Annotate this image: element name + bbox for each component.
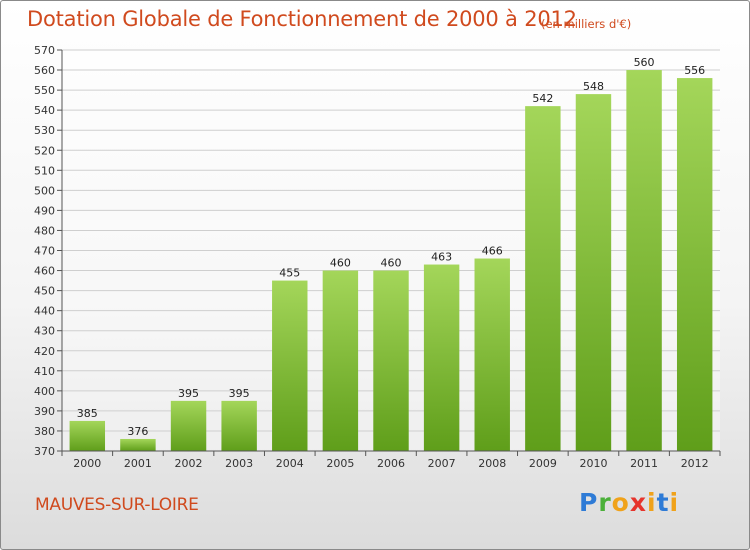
y-tick-label: 520: [34, 144, 55, 157]
data-label: 556: [684, 64, 705, 77]
x-tick-label: 2004: [276, 457, 304, 470]
bar: [575, 94, 612, 452]
y-tick-label: 430: [34, 325, 55, 338]
bar: [423, 264, 460, 451]
data-label: 460: [330, 257, 351, 270]
proxiti-logo: Proxiti: [579, 488, 679, 517]
x-tick-label: 2002: [175, 457, 203, 470]
logo-letter: P: [579, 488, 599, 517]
unit-label: (en milliers d'€): [541, 17, 632, 31]
bar: [221, 400, 257, 451]
y-tick-label: 470: [34, 245, 55, 258]
logo-letter: x: [629, 488, 647, 517]
y-tick-label: 450: [34, 285, 55, 298]
logo-letter: t: [656, 488, 670, 517]
bar: [170, 400, 207, 451]
bars: 385 376 395 395 455 460 460 463 466 542 548 560 556: [69, 56, 713, 452]
logo-letter: r: [598, 488, 612, 517]
x-tick-label: 2007: [428, 457, 456, 470]
y-tick-label: 500: [34, 184, 55, 197]
x-tick-label: 2010: [579, 457, 607, 470]
y-tick-label: 380: [34, 425, 55, 438]
data-label: 460: [381, 257, 402, 270]
y-tick-label: 570: [34, 44, 55, 57]
data-label: 395: [178, 387, 199, 400]
y-tick-label: 410: [34, 365, 55, 378]
x-tick-label: 2000: [73, 457, 101, 470]
y-tick-label: 400: [34, 385, 55, 398]
data-label: 376: [127, 425, 148, 438]
x-tick-label: 2011: [630, 457, 658, 470]
y-tick-label: 560: [34, 64, 55, 77]
data-label: 395: [229, 387, 250, 400]
data-label: 385: [77, 407, 98, 420]
bar: [525, 106, 561, 451]
y-tick-label: 440: [34, 305, 55, 318]
bar: [676, 78, 713, 451]
data-label: 560: [634, 56, 655, 69]
y-tick-label: 370: [34, 445, 55, 458]
x-tick-label: 2001: [124, 457, 152, 470]
bar: [626, 70, 662, 452]
y-tick-label: 510: [34, 164, 55, 177]
bar: [322, 270, 359, 451]
x-tick-label: 2008: [478, 457, 506, 470]
y-tick-label: 550: [34, 84, 55, 97]
bar: [474, 258, 510, 451]
bar: [272, 280, 308, 451]
x-tick-label: 2006: [377, 457, 405, 470]
x-axis: 2000 2001 2002 2003 2004 2005 2006 2007 2008 2009…: [61, 450, 721, 470]
x-tick-label: 2009: [529, 457, 557, 470]
y-tick-label: 480: [34, 224, 55, 237]
chart-title: Dotation Globale de Fonctionnement de 20…: [27, 7, 577, 31]
y-tick-label: 530: [34, 124, 55, 137]
y-tick-label: 390: [34, 405, 55, 418]
data-label: 463: [431, 251, 452, 264]
x-tick-label: 2005: [326, 457, 354, 470]
bar: [373, 270, 409, 451]
commune-name: MAUVES-SUR-LOIRE: [35, 495, 199, 515]
y-tick-label: 420: [34, 345, 55, 358]
data-label: 542: [532, 92, 553, 105]
y-axis: 370 380 390 400 410 420 430 440 450 460 470 480 490 5…: [34, 44, 63, 458]
logo-letter: i: [647, 488, 657, 517]
y-tick-label: 460: [34, 265, 55, 278]
logo-letter: i: [669, 488, 680, 517]
bar: [120, 438, 156, 451]
x-tick-label: 2012: [681, 457, 709, 470]
logo-letter: o: [611, 488, 630, 517]
data-label: 548: [583, 80, 604, 93]
x-tick-label: 2003: [225, 457, 253, 470]
data-label: 455: [279, 267, 300, 280]
bar: [69, 420, 106, 451]
data-label: 466: [482, 245, 503, 258]
y-tick-label: 540: [34, 104, 55, 117]
y-tick-label: 490: [34, 204, 55, 217]
